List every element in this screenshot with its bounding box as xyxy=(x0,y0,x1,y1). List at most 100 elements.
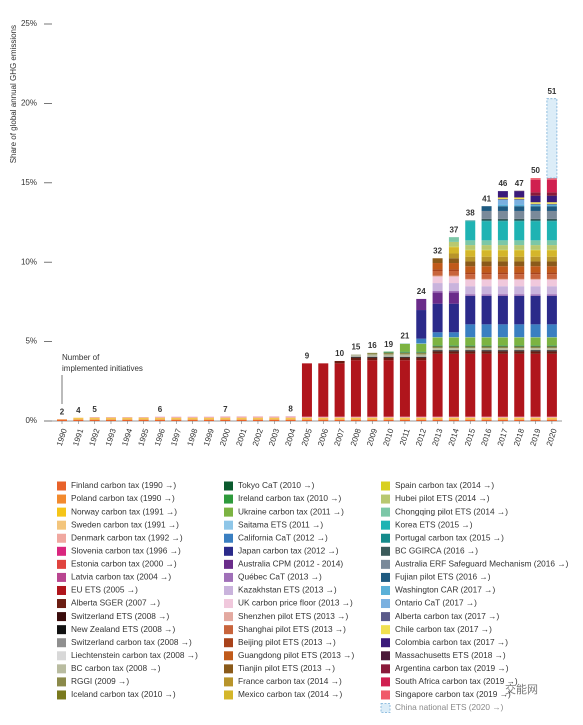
bar-segment xyxy=(530,345,541,346)
bar-segment xyxy=(481,250,492,257)
bar-segment xyxy=(514,419,525,421)
bar-segment xyxy=(546,419,557,421)
legend-swatch xyxy=(57,638,66,648)
bar-segment xyxy=(497,418,508,420)
y-tick-label: 5% xyxy=(25,337,37,346)
bar-segment xyxy=(481,417,492,418)
legend-swatch xyxy=(224,481,233,491)
bar-segment xyxy=(350,354,361,357)
bar-segment xyxy=(383,356,394,358)
bar-segment xyxy=(448,292,459,304)
x-tick-label: 2014 xyxy=(447,427,461,447)
bar-segment xyxy=(89,417,100,419)
x-tick-label: 2007 xyxy=(332,427,346,447)
bar-segment xyxy=(171,418,182,420)
bar-segment xyxy=(383,352,394,355)
legend-swatch xyxy=(381,494,390,504)
bar-segment xyxy=(187,417,198,419)
bar-segment xyxy=(367,360,378,417)
x-tick-label: 2013 xyxy=(430,427,444,447)
legend-swatch xyxy=(57,572,66,582)
bar-segment xyxy=(334,417,345,419)
bar-segment xyxy=(448,247,459,254)
bar-segment xyxy=(367,352,378,355)
bar-segment xyxy=(530,179,541,193)
bar-segment xyxy=(514,218,525,221)
bar-segment xyxy=(530,206,541,211)
legend-label: Finland carbon tax (1990 →) xyxy=(71,480,176,490)
x-tick-label: 1994 xyxy=(120,427,134,447)
bar-segment xyxy=(481,417,492,419)
bar-segment xyxy=(497,279,508,287)
y-tick-label: 15% xyxy=(21,178,37,187)
bar-segment xyxy=(497,191,508,198)
bar-segment xyxy=(514,245,525,250)
legend-swatch xyxy=(57,677,66,687)
bar-segment xyxy=(448,276,459,284)
bar-segment xyxy=(367,356,378,358)
legend-swatch xyxy=(381,546,390,556)
bar-segment xyxy=(448,258,459,264)
legend-label: Hubei pilot ETS (2014 →) xyxy=(395,493,490,503)
bar-segment xyxy=(465,294,476,296)
bar-segment xyxy=(399,418,410,420)
bar-segment xyxy=(367,357,378,361)
bar-segment xyxy=(252,417,263,419)
bar-segment xyxy=(416,360,427,417)
bar-segment xyxy=(432,345,443,346)
legend-swatch xyxy=(57,599,66,609)
legend-label: Ukraine carbon tax (2011 →) xyxy=(238,506,344,516)
legend-swatch xyxy=(224,612,233,622)
bar-segment xyxy=(465,295,476,325)
bar-segment xyxy=(350,360,361,417)
bar-segment xyxy=(432,269,443,271)
legend-swatch xyxy=(224,677,233,687)
bar-segment xyxy=(546,417,557,418)
legend-label: Denmark carbon tax (1992 →) xyxy=(71,532,183,542)
bar-segment xyxy=(465,261,476,267)
bar-segment xyxy=(432,276,443,284)
x-tick-label: 1995 xyxy=(136,427,150,447)
legend-swatch xyxy=(57,559,66,569)
bar-segment xyxy=(514,250,525,257)
bar-segment xyxy=(73,417,84,419)
bar-segment xyxy=(514,261,525,267)
legend-swatch xyxy=(57,690,66,700)
legend-swatch xyxy=(57,520,66,530)
legend-swatch xyxy=(381,625,390,635)
bar-segment xyxy=(57,419,67,421)
bar-segment xyxy=(514,324,525,338)
legend-swatch xyxy=(224,599,233,609)
bar-segment xyxy=(465,418,476,420)
bar-segment xyxy=(514,256,525,262)
bar-segment xyxy=(514,210,525,219)
legend-swatch xyxy=(381,651,390,661)
bar-segment xyxy=(318,363,329,417)
x-tick-label: 2002 xyxy=(251,427,265,447)
legend-label: Switzerland ETS (2008 →) xyxy=(71,611,169,621)
bar-segment xyxy=(530,266,541,273)
bar-segment xyxy=(285,417,296,419)
bar-segment xyxy=(546,250,557,257)
bar-segment xyxy=(481,348,492,350)
bar-segment xyxy=(350,356,361,358)
bar-segment xyxy=(432,258,443,264)
bar-segment xyxy=(514,199,525,200)
bar-segment xyxy=(171,417,182,418)
bar-segment xyxy=(514,295,525,325)
legend-swatch xyxy=(380,703,391,713)
bar-segment xyxy=(481,245,492,250)
bar-segment xyxy=(546,221,557,241)
bar-segment xyxy=(465,286,476,295)
legend-swatch xyxy=(57,546,66,556)
bar-segment xyxy=(220,419,231,421)
bar-segment xyxy=(399,417,410,418)
bar-segment xyxy=(481,266,492,273)
bar-segment xyxy=(514,199,525,205)
bar-segment xyxy=(530,261,541,267)
bar-segment xyxy=(530,350,541,352)
x-tick-label: 2011 xyxy=(398,427,412,447)
legend-label: South Africa carbon tax (2019 →) xyxy=(395,676,518,686)
legend-label: Shanghai pilot ETS (2013 →) xyxy=(238,624,346,634)
